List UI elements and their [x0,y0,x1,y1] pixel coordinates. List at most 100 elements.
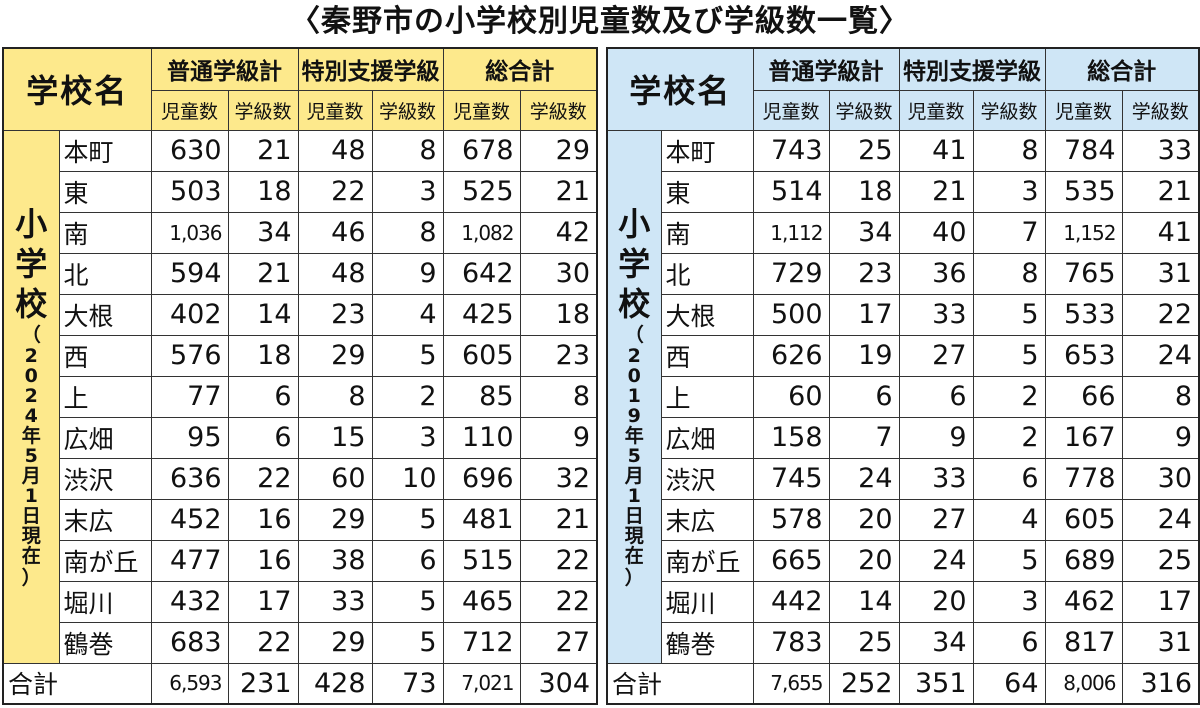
class-count-cell: 33 [1121,129,1200,172]
student-count-cell: 402 [150,293,229,336]
school-name: 広畑 [660,416,754,459]
student-count-cell: 20 [898,580,974,623]
school-name: 南が丘 [58,539,152,582]
student-count-cell: 729 [752,252,830,295]
date-label-char: 0 [627,365,641,387]
regular-class-header: 普通学級計 [150,47,299,91]
class-count-cell: 231 [227,662,299,705]
table-row: 鶴巻 683 22 29 5 712 27 [3,621,598,664]
school-name-header: 学校名 [2,47,152,131]
school-label-char: 校 [618,284,651,323]
class-count-cell: 9 [519,416,598,459]
class-count-cell: 6 [227,375,299,418]
class-count-cell: 19 [828,334,900,377]
class-count-cell: 21 [227,252,299,295]
student-count-cell: 77 [150,375,229,418]
school-name: 南 [660,211,754,254]
class-count-cell: 16 [227,498,299,541]
close-paren: ） [21,566,41,589]
students-header: 児童数 [297,89,373,131]
date-label-char: 月 [624,465,644,487]
date-label-char: 年 [624,425,644,447]
student-count-cell: 500 [752,293,830,336]
school-name: 上 [660,375,754,418]
student-count-cell: 653 [1044,334,1123,377]
page-title: 〈秦野市の小学校別児童数及び学級数一覧〉 [290,4,910,39]
class-count-cell: 22 [227,621,299,664]
class-count-cell: 5 [972,334,1046,377]
total-row: 合計 6,593 231 428 73 7,021 304 [2,662,598,705]
class-count-cell: 21 [227,129,299,172]
school-name: 上 [58,375,152,418]
student-count-cell: 7,021 [442,662,521,705]
date-label-char: 0 [24,365,38,387]
class-count-cell: 7 [828,416,900,459]
student-count-cell: 442 [752,580,830,623]
school-name: 北 [660,252,754,295]
class-count-cell: 9 [371,252,444,295]
class-count-cell: 25 [828,621,900,664]
table-row: 北 594 21 48 9 642 30 [3,252,598,295]
student-count-cell: 1,112 [752,211,830,254]
student-count-cell: 351 [898,662,974,705]
table-row: 大根 500 17 33 5 533 22 [607,293,1200,336]
classes-header: 学級数 [1121,89,1200,131]
student-count-cell: 626 [752,334,830,377]
school-name: 広畑 [58,416,152,459]
class-count-cell: 25 [828,129,900,172]
total-label: 合計 [606,662,754,705]
class-count-cell: 14 [227,293,299,336]
school-name: 東 [58,170,152,213]
school-name: 北 [58,252,152,295]
student-count-cell: 630 [150,129,229,172]
student-count-cell: 27 [898,498,974,541]
student-count-cell: 678 [442,129,521,172]
student-count-cell: 636 [150,457,229,500]
student-count-cell: 48 [297,252,373,295]
table-2019-body: 学校名 普通学級計 特別支援学級 総合計 児童数 学級数 児童数 学級数 児童数… [606,47,1200,705]
table-row: 南 1,036 34 46 8 1,082 42 [3,211,598,254]
close-paren: ） [624,566,644,589]
grand-total-header: 総合計 [1044,47,1200,91]
table-2024: 学校名 普通学級計 特別支援学級 総合計 児童数 学級数 児童数 学級数 児童数… [2,47,599,705]
student-count-cell: 66 [1044,375,1123,418]
school-label-char: 学 [15,244,48,283]
class-count-cell: 5 [972,539,1046,582]
table-row: 堀川 442 14 20 3 462 17 [607,580,1200,623]
date-label-char: 5 [627,445,641,467]
date-label-char: 日 [21,505,41,527]
table-row: 南が丘 477 16 38 6 515 22 [3,539,598,582]
table-row: 末広 578 20 27 4 605 24 [607,498,1200,541]
class-count-cell: 24 [1121,498,1200,541]
class-count-cell: 42 [519,211,598,254]
table-row: 渋沢 636 22 60 10 696 32 [3,457,598,500]
student-count-cell: 462 [1044,580,1123,623]
class-count-cell: 34 [828,211,900,254]
table-row: 東 503 18 22 3 525 21 [3,170,598,213]
class-count-cell: 8 [1121,375,1200,418]
class-count-cell: 252 [828,662,900,705]
class-count-cell: 2 [972,416,1046,459]
student-count-cell: 36 [898,252,974,295]
class-count-cell: 5 [371,498,444,541]
date-label-char: 4 [24,405,38,427]
student-count-cell: 743 [752,129,830,172]
student-count-cell: 605 [1044,498,1123,541]
class-count-cell: 10 [371,457,444,500]
students-header: 児童数 [1044,89,1123,131]
student-count-cell: 24 [898,539,974,582]
school-name: 堀川 [58,580,152,623]
student-count-cell: 41 [898,129,974,172]
date-label-char: 年 [21,425,41,447]
student-count-cell: 29 [297,621,373,664]
regular-class-header: 普通学級計 [752,47,900,91]
students-header: 児童数 [752,89,830,131]
date-label-char: 日 [624,505,644,527]
table-row: 上 77 6 8 2 85 8 [3,375,598,418]
student-count-cell: 481 [442,498,521,541]
table-row: 広畑 158 7 9 2 167 9 [607,416,1200,459]
class-count-cell: 9 [1121,416,1200,459]
student-count-cell: 6 [898,375,974,418]
class-count-cell: 6 [828,375,900,418]
student-count-cell: 535 [1044,170,1123,213]
